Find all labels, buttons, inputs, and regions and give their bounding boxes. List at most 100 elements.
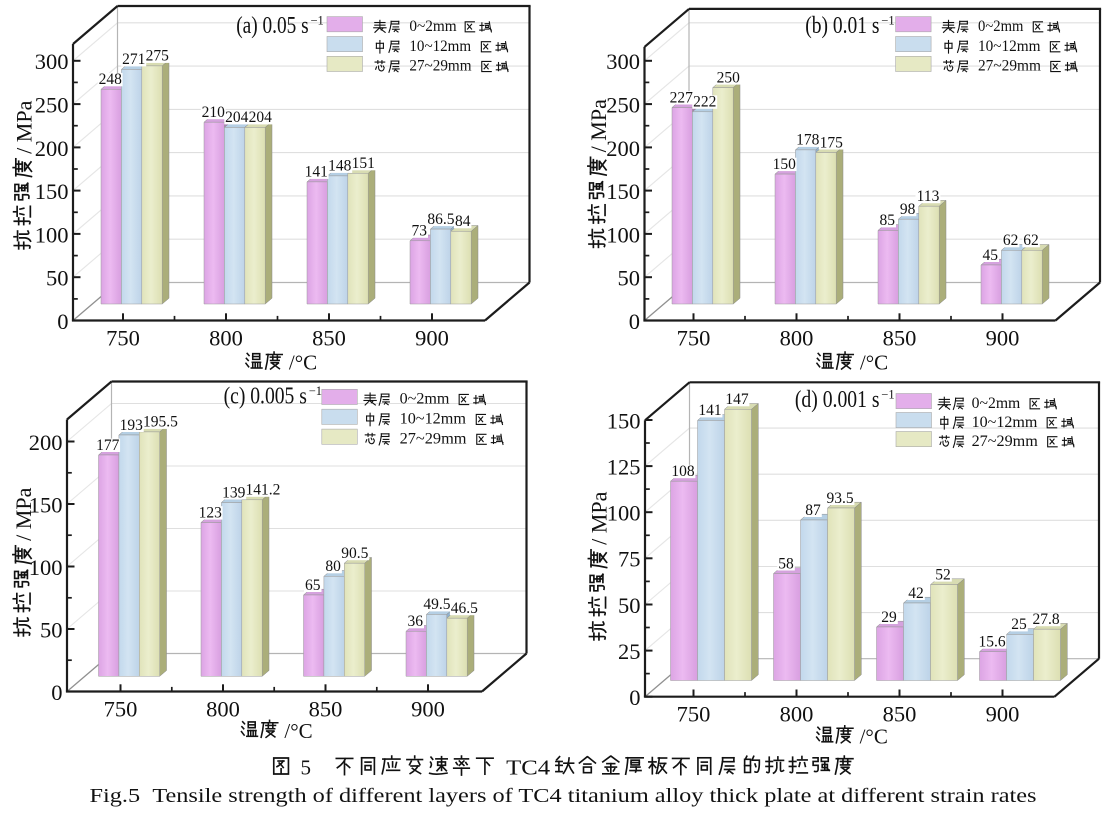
svg-text:113: 113: [917, 188, 940, 205]
svg-text:151: 151: [352, 155, 375, 172]
svg-text:900: 900: [986, 325, 1020, 350]
svg-text:800: 800: [209, 325, 243, 350]
svg-text:200: 200: [606, 136, 640, 161]
svg-text:108: 108: [671, 463, 695, 480]
svg-text:300: 300: [35, 49, 69, 74]
svg-text:900: 900: [415, 325, 449, 350]
svg-text:/°C: /°C: [860, 351, 888, 375]
svg-text:65: 65: [305, 577, 321, 594]
svg-text:175: 175: [820, 134, 844, 151]
svg-text:Fig.5 Tensile strength of dif: Fig.5 Tensile strength of different laye…: [90, 785, 1037, 807]
svg-text:/ MPa: / MPa: [587, 491, 612, 544]
svg-text:−1: −1: [881, 14, 894, 28]
svg-text:850: 850: [312, 325, 346, 350]
svg-text:/°C: /°C: [284, 719, 312, 743]
svg-text:50: 50: [46, 266, 69, 291]
svg-text:150: 150: [606, 179, 640, 204]
svg-text:210: 210: [202, 104, 226, 121]
svg-text:98: 98: [900, 201, 916, 218]
svg-text:193: 193: [120, 417, 144, 434]
svg-text:10~12mm: 10~12mm: [972, 413, 1038, 431]
svg-text:275: 275: [146, 48, 170, 65]
svg-text:250: 250: [35, 93, 69, 118]
svg-text:100: 100: [607, 501, 641, 526]
svg-text:177: 177: [96, 437, 120, 454]
svg-text:86.5: 86.5: [427, 211, 454, 228]
svg-text:200: 200: [35, 136, 69, 161]
svg-text:87: 87: [805, 502, 821, 519]
svg-text:250: 250: [606, 93, 640, 118]
svg-text:−1: −1: [881, 387, 894, 401]
svg-text:36: 36: [407, 613, 423, 630]
svg-text:100: 100: [35, 222, 69, 247]
svg-text:0: 0: [629, 685, 640, 710]
svg-text:195.5: 195.5: [143, 414, 178, 431]
svg-text:150: 150: [29, 492, 63, 517]
svg-text:(b) 0.01 s: (b) 0.01 s: [805, 13, 879, 39]
svg-text:178: 178: [796, 132, 820, 149]
svg-text:750: 750: [677, 325, 711, 350]
svg-text:45: 45: [982, 247, 998, 264]
svg-text:62: 62: [1023, 232, 1039, 249]
svg-text:27~29mm: 27~29mm: [400, 430, 467, 448]
svg-text:25: 25: [1011, 616, 1027, 633]
svg-text:750: 750: [106, 325, 140, 350]
svg-text:150: 150: [35, 179, 69, 204]
svg-text:800: 800: [780, 702, 814, 727]
svg-text:(a) 0.05 s: (a) 0.05 s: [236, 13, 309, 39]
svg-text:850: 850: [883, 702, 917, 727]
svg-text:148: 148: [328, 158, 352, 175]
svg-text:27~29mm: 27~29mm: [972, 432, 1039, 450]
svg-text:227: 227: [670, 89, 694, 106]
svg-text:27~29mm: 27~29mm: [409, 57, 471, 75]
svg-text:0~2mm: 0~2mm: [978, 17, 1024, 35]
svg-text:42: 42: [908, 585, 924, 602]
svg-text:850: 850: [309, 696, 343, 721]
svg-text:0: 0: [51, 680, 62, 705]
svg-text:73: 73: [411, 223, 427, 240]
svg-text:141: 141: [305, 164, 328, 181]
svg-text:50: 50: [618, 266, 641, 291]
svg-text:15.6: 15.6: [978, 634, 1005, 651]
svg-text:139: 139: [222, 484, 246, 501]
svg-text:62: 62: [1003, 232, 1019, 249]
svg-text:/ MPa: / MPa: [12, 100, 37, 153]
svg-text:800: 800: [780, 325, 814, 350]
svg-text:−1: −1: [309, 384, 322, 398]
svg-text:29: 29: [881, 609, 897, 626]
svg-text:900: 900: [411, 696, 445, 721]
svg-text:141: 141: [698, 402, 721, 419]
svg-text:123: 123: [199, 504, 223, 521]
svg-text:84: 84: [455, 213, 471, 230]
svg-text:750: 750: [677, 702, 711, 727]
svg-text:/ MPa: / MPa: [11, 487, 36, 540]
svg-text:204: 204: [225, 109, 249, 126]
svg-text:100: 100: [29, 555, 63, 580]
svg-text:58: 58: [778, 555, 794, 572]
svg-text:49.5: 49.5: [423, 596, 450, 613]
svg-text:900: 900: [986, 702, 1020, 727]
svg-text:0~2mm: 0~2mm: [972, 394, 1021, 412]
svg-text:850: 850: [883, 325, 917, 350]
svg-text:/ MPa: / MPa: [586, 99, 611, 152]
svg-text:46.5: 46.5: [451, 600, 478, 617]
svg-text:271: 271: [122, 51, 145, 68]
svg-text:222: 222: [693, 94, 716, 111]
svg-text:(c) 0.005 s: (c) 0.005 s: [224, 384, 307, 410]
svg-text:/°C: /°C: [860, 724, 888, 748]
svg-text:300: 300: [606, 49, 640, 74]
svg-text:150: 150: [773, 156, 797, 173]
svg-text:50: 50: [618, 593, 641, 618]
svg-text:250: 250: [717, 69, 741, 86]
svg-text:75: 75: [618, 547, 641, 572]
svg-text:10~12mm: 10~12mm: [409, 37, 471, 55]
svg-text:0: 0: [629, 309, 640, 334]
svg-text:0: 0: [57, 309, 68, 334]
svg-text:(d) 0.001 s: (d) 0.001 s: [795, 387, 880, 413]
svg-text:248: 248: [99, 71, 123, 88]
svg-text:27~29mm: 27~29mm: [978, 57, 1041, 75]
svg-text:/°C: /°C: [289, 351, 317, 375]
svg-text:25: 25: [618, 639, 641, 664]
svg-text:10~12mm: 10~12mm: [400, 410, 467, 428]
svg-text:5: 5: [301, 756, 312, 780]
